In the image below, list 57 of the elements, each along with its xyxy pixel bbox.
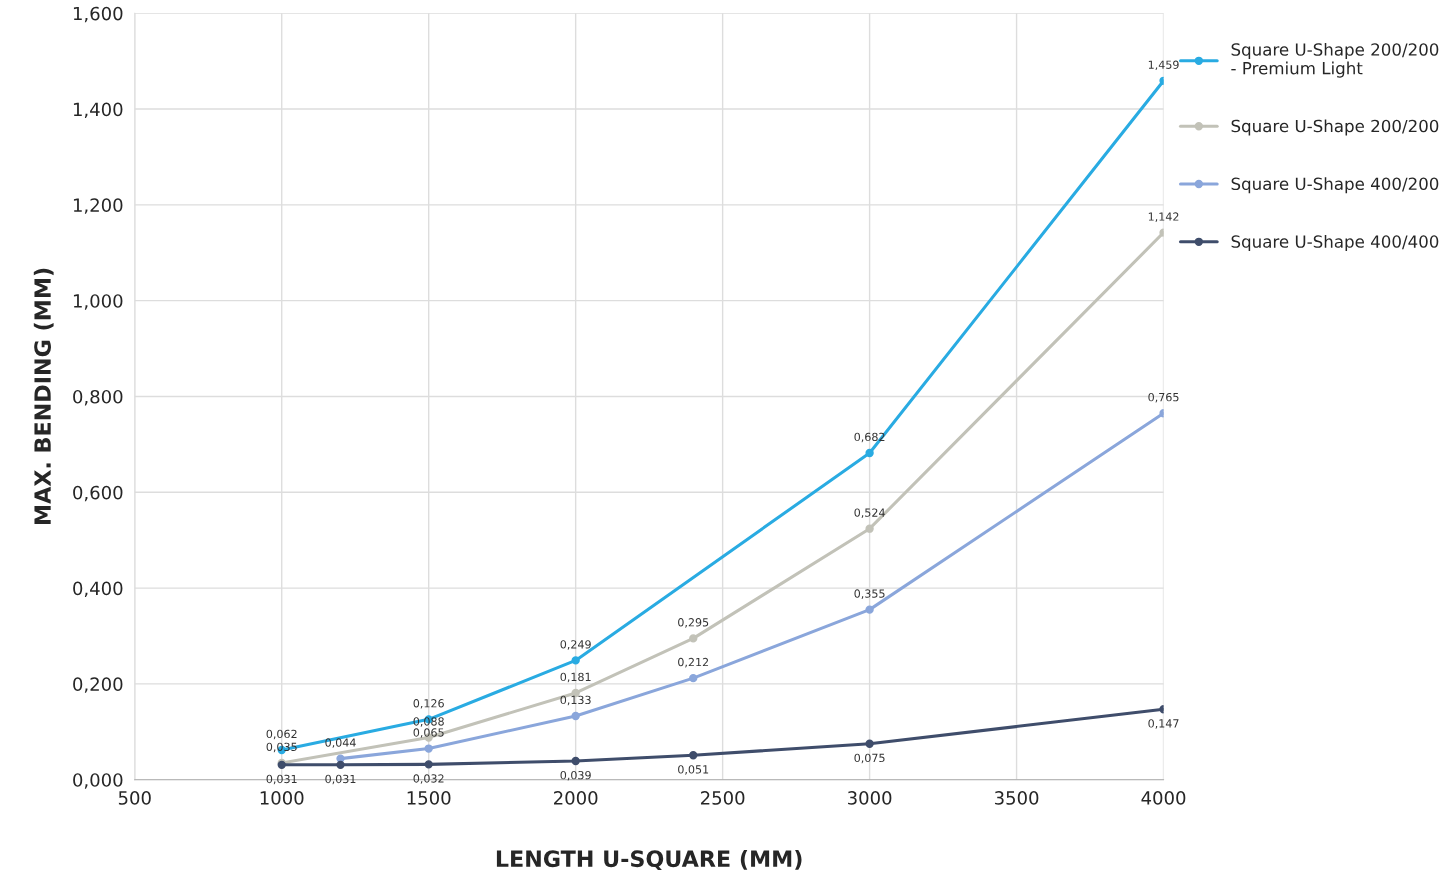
- y-tick-label: 0,800: [73, 389, 123, 406]
- x-tick-label: 500: [118, 791, 151, 805]
- data-label: 0,051: [678, 765, 709, 775]
- data-label: 0,126: [413, 699, 444, 709]
- y-tick-label: 1,200: [73, 198, 123, 214]
- y-tick-label: 0,200: [73, 677, 123, 693]
- point: [424, 744, 433, 753]
- y-tick-label: 1,600: [73, 6, 123, 23]
- data-label: 0,249: [560, 640, 591, 650]
- point: [689, 673, 698, 683]
- x-tick-label: 3000: [848, 791, 892, 805]
- legend-label: Square U-Shape 400/200: [1231, 177, 1439, 194]
- x-tick-label: 1500: [407, 791, 451, 805]
- data-label: 0,212: [678, 657, 709, 668]
- point: [865, 605, 874, 614]
- point: [424, 760, 433, 769]
- data-label: 0,133: [560, 695, 591, 706]
- data-label: 0,044: [325, 738, 356, 748]
- data-label: 1,142: [1148, 212, 1179, 222]
- y-axis-title: MAX. BENDING (MM): [33, 268, 54, 525]
- x-tick-label: 1000: [260, 791, 304, 805]
- point: [865, 524, 874, 533]
- y-tick-label: 1,400: [73, 102, 123, 119]
- legend-label: Square U-Shape 200/200 - Premium Light: [1231, 42, 1439, 78]
- data-label: 0,032: [413, 774, 444, 784]
- data-label: 0,524: [854, 508, 885, 518]
- data-label: 0,075: [854, 753, 885, 764]
- x-axis-title: LENGTH U-SQUARE (MM): [496, 849, 802, 871]
- point: [571, 711, 580, 721]
- data-label: 0,765: [1148, 392, 1179, 403]
- point: [865, 448, 874, 458]
- data-label: 0,039: [560, 770, 591, 781]
- x-tick-label: 3500: [994, 791, 1039, 805]
- data-label: 0,295: [678, 618, 709, 628]
- point: [689, 751, 698, 760]
- data-label: 0,031: [266, 774, 297, 785]
- legend-label: Square U-Shape 400/400: [1231, 234, 1439, 252]
- x-tick-label: 2500: [700, 791, 745, 805]
- y-tick-label: 1,000: [73, 294, 123, 310]
- data-label: 0,147: [1148, 719, 1179, 729]
- data-label: 0,181: [560, 672, 591, 683]
- point: [689, 634, 698, 643]
- point: [571, 756, 580, 766]
- point: [571, 656, 580, 665]
- y-tick-label: 0,600: [73, 485, 123, 502]
- point: [865, 739, 874, 748]
- data-label: 0,031: [325, 774, 356, 785]
- legend-label: Square U-Shape 200/200: [1231, 119, 1439, 136]
- y-tick-label: 0,400: [73, 581, 123, 598]
- y-tick-label: 0,000: [73, 773, 123, 789]
- data-label: 1,459: [1148, 60, 1179, 71]
- point: [336, 760, 345, 770]
- x-tick-label: 4000: [1141, 791, 1186, 805]
- data-label: 0,062: [266, 729, 297, 740]
- data-label: 0,355: [854, 589, 885, 599]
- x-tick-label: 2000: [554, 791, 598, 805]
- data-label: 0,065: [413, 728, 444, 738]
